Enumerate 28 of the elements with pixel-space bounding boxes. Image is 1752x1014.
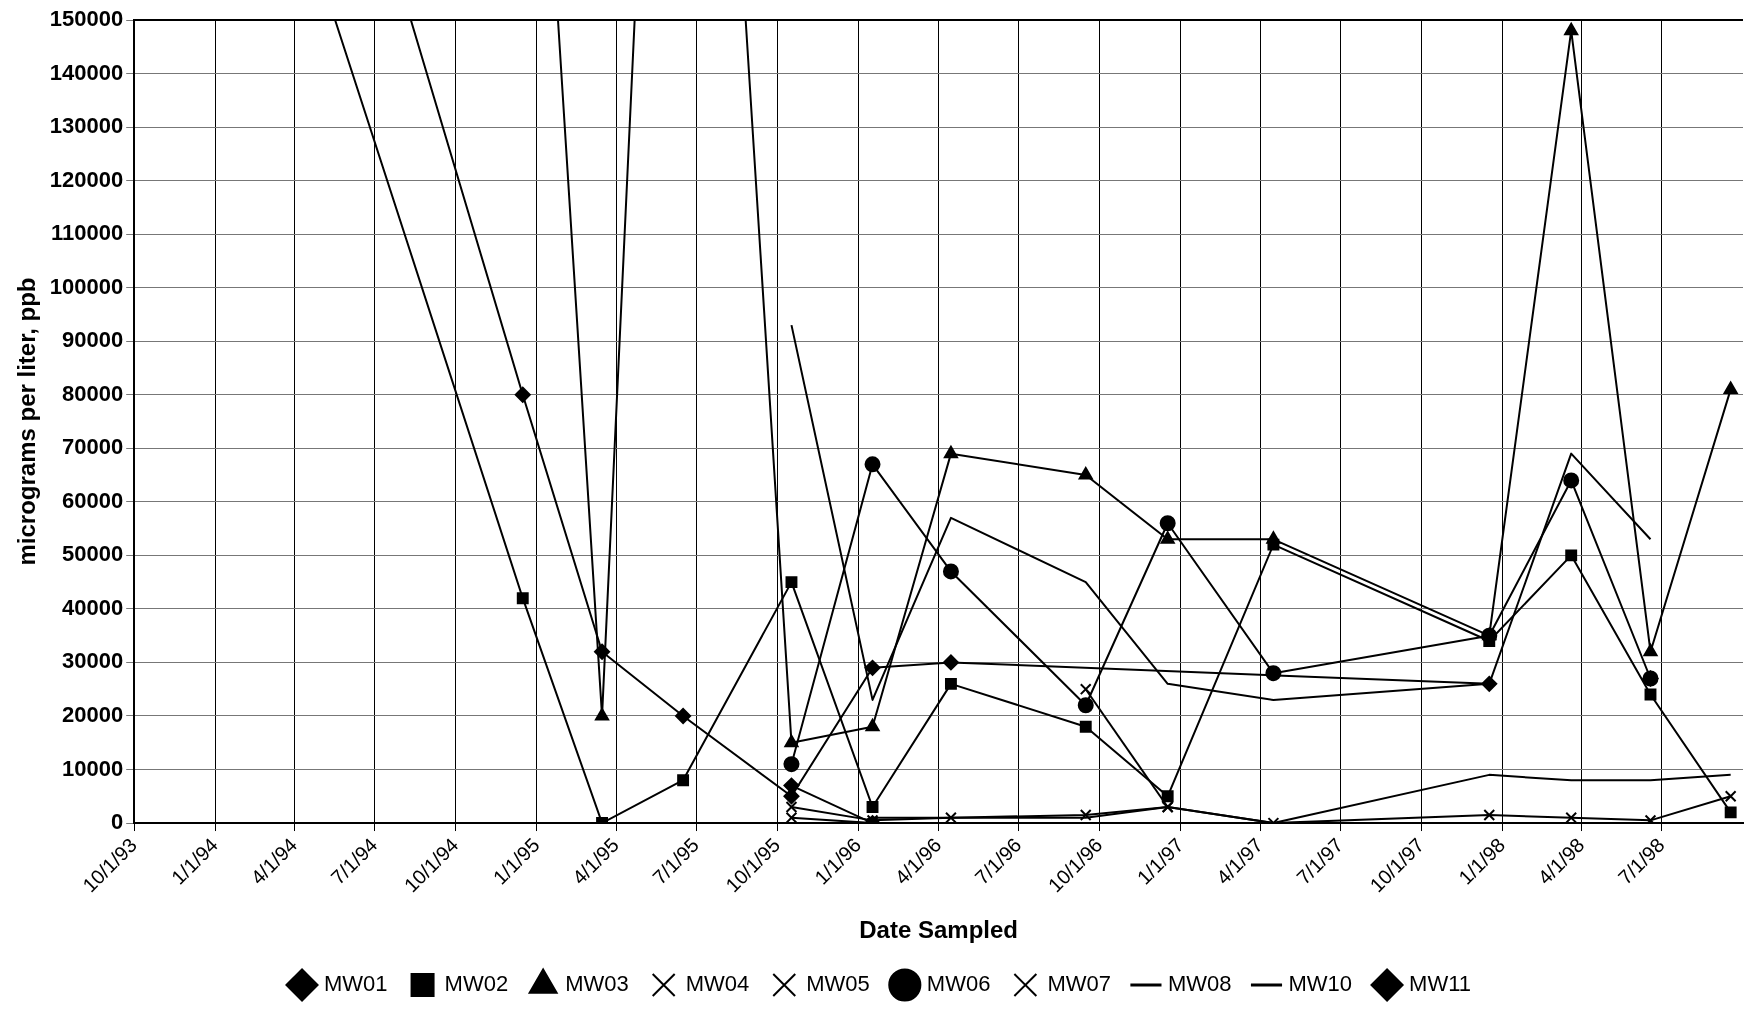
- legend-label: MW04: [685, 971, 750, 997]
- y-tick-label: 120000: [49, 166, 124, 192]
- y-axis-title: micrograms per liter, ppb: [13, 277, 41, 566]
- y-tick-label: 100000: [49, 273, 124, 299]
- legend-label: MW07: [1047, 971, 1111, 997]
- legend-label: MW02: [444, 971, 509, 997]
- y-tick-label: 140000: [49, 59, 124, 85]
- y-tick-label: 10000: [62, 755, 124, 781]
- legend-label: MW05: [806, 971, 870, 997]
- legend-label: MW01: [324, 971, 388, 997]
- y-tick-label: 20000: [62, 702, 124, 728]
- y-tick-label: 40000: [62, 594, 124, 620]
- y-tick-label: 0: [110, 809, 124, 835]
- legend-label: MW03: [565, 971, 629, 997]
- y-tick-label: 150000: [49, 6, 124, 32]
- y-tick-label: 50000: [62, 541, 124, 567]
- y-tick-label: 70000: [62, 434, 124, 460]
- y-tick-label: 130000: [49, 113, 124, 139]
- legend-label: MW06: [926, 971, 991, 997]
- y-tick-label: 30000: [62, 648, 124, 674]
- y-tick-label: 60000: [62, 487, 124, 513]
- legend-label: MW11: [1409, 971, 1471, 997]
- y-tick-label: 110000: [51, 220, 124, 246]
- y-tick-label: 80000: [62, 380, 124, 406]
- y-tick-label: 90000: [62, 327, 124, 353]
- x-axis-title: Date Sampled: [859, 916, 1018, 944]
- legend-label: MW10: [1288, 971, 1353, 997]
- legend-label: MW08: [1167, 971, 1232, 997]
